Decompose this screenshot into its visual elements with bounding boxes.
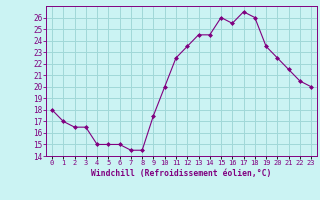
- X-axis label: Windchill (Refroidissement éolien,°C): Windchill (Refroidissement éolien,°C): [92, 169, 272, 178]
